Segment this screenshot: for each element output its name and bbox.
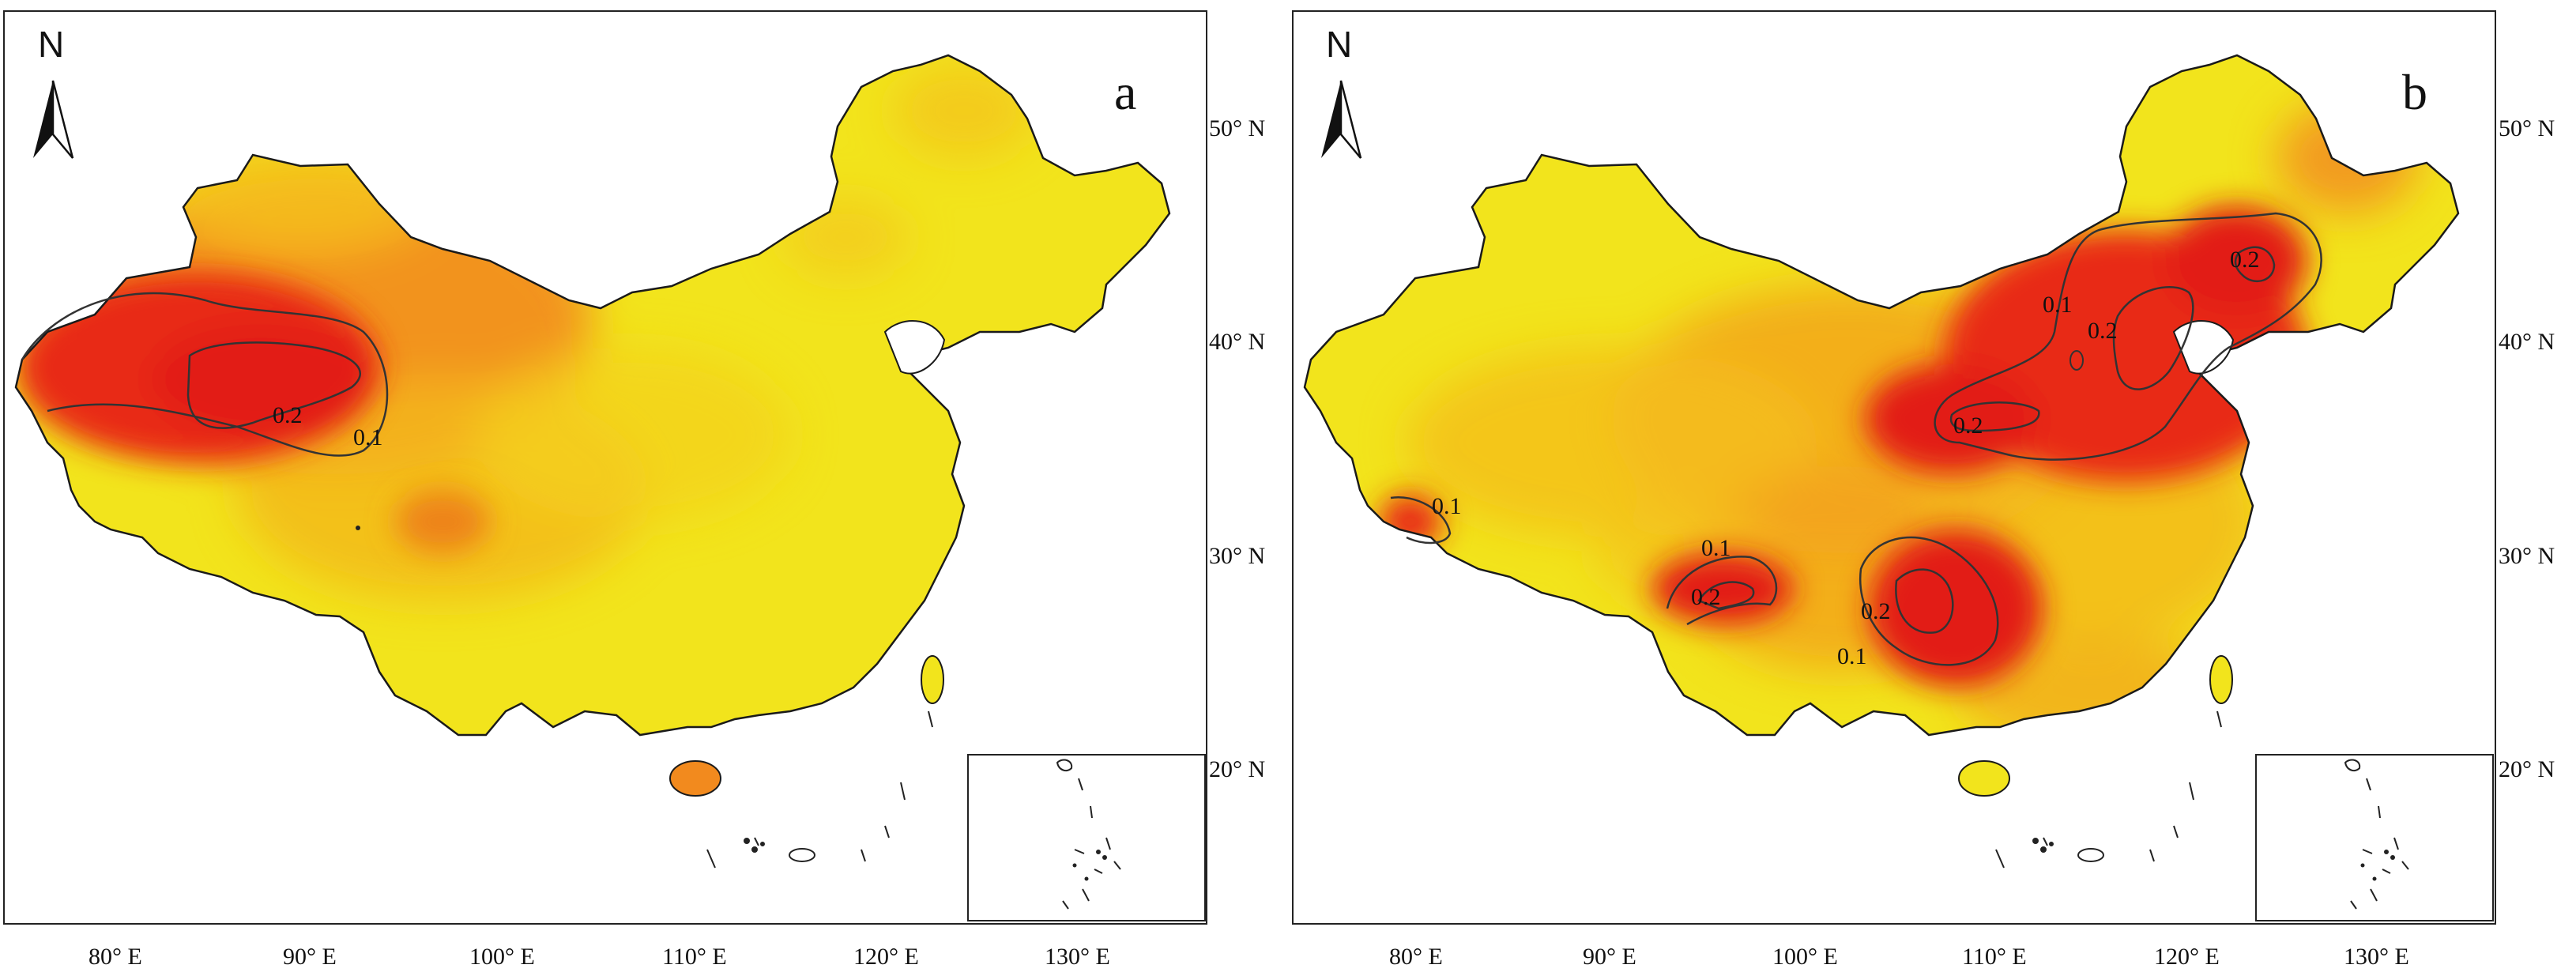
panel-b-contour-0.2-sw <box>1895 568 1954 634</box>
panel-b-contour-label-0.1-north: 0.1 <box>2043 292 2073 318</box>
svg-text:110° E: 110° E <box>1962 944 2027 970</box>
svg-text:50° N: 50° N <box>2499 115 2555 141</box>
panel-a-liaodong-bay <box>883 320 946 375</box>
panel-b-contour-label-0.2-west: 0.2 <box>1953 413 1983 439</box>
panel-b-inset-south-china-sea <box>2255 754 2494 921</box>
panel-b-contour-label-0.2-sw: 0.2 <box>1861 598 1891 624</box>
svg-text:40° N: 40° N <box>1209 329 1265 355</box>
panel-a-contour-label-0.2: 0.2 <box>273 402 303 428</box>
svg-text:120° E: 120° E <box>853 944 919 970</box>
panel-a-lon-ticks: 80° E 90° E 100° E 110° E 120° E 130° E <box>89 944 1110 970</box>
panel-b-contour-label-0.2-tibet: 0.2 <box>1691 584 1721 610</box>
svg-text:30° N: 30° N <box>2499 543 2555 569</box>
svg-text:20° N: 20° N <box>2499 756 2555 782</box>
panel-b-hainan-island <box>1958 760 2010 797</box>
svg-text:40° N: 40° N <box>2499 329 2555 355</box>
panel-a-taiwan-island <box>921 655 944 704</box>
panel-b-contour-0.2-tibet <box>1697 581 1755 610</box>
panel-b-north-arrow-icon: N <box>1321 24 1362 159</box>
panel-a-letter: a <box>1114 64 1136 120</box>
panel-b-lon-ticks: 80° E 90° E 100° E 110° E 120° E 130° E <box>1389 944 2409 970</box>
svg-text:50° N: 50° N <box>1209 115 1265 141</box>
panel-a-hainan-island <box>669 760 721 797</box>
panel-a-inset-south-china-sea <box>967 754 1206 921</box>
panel-b-contour-label-0.1-far-west: 0.1 <box>1432 493 1462 519</box>
panel-a-scs-islands <box>706 710 933 869</box>
svg-text:N: N <box>1326 24 1352 65</box>
panel-a-contour-0.2 <box>186 341 361 429</box>
svg-text:20° N: 20° N <box>1209 756 1265 782</box>
panel-b-taiwan-island <box>2209 655 2233 704</box>
panel-b-letter: b <box>2402 64 2427 120</box>
panel-b-contour-0.1-north <box>1934 212 2322 461</box>
svg-text:30° N: 30° N <box>1209 543 1265 569</box>
panel-b-contour-0.1-far-west <box>1390 496 1452 545</box>
panel-b-contour-0.2-ne <box>2234 246 2276 283</box>
svg-text:80° E: 80° E <box>89 944 142 970</box>
panel-b-contour-label-0.1-tibet: 0.1 <box>1701 535 1731 561</box>
panel-a-lat-ticks: 50° N 40° N 30° N 20° N <box>1209 115 1265 782</box>
panel-b-lat-ticks: 50° N 40° N 30° N 20° N <box>2499 115 2555 782</box>
panel-b-contour-0.2-central <box>2112 286 2194 390</box>
svg-text:100° E: 100° E <box>469 944 535 970</box>
panel-b-contour-0.2-west <box>1949 401 2040 432</box>
panel-b-contour-label-0.2-central: 0.2 <box>2088 318 2118 344</box>
panel-b-contour-small <box>2069 350 2084 371</box>
panel-a-contour-0.1 <box>21 292 389 457</box>
svg-text:90° E: 90° E <box>1583 944 1636 970</box>
panel-a-contour-label-0.1: 0.1 <box>353 424 383 450</box>
svg-text:130° E: 130° E <box>1045 944 1110 970</box>
panel-b-contour-label-0.2-ne: 0.2 <box>2230 247 2260 273</box>
panel-a: 0.2 0.1 N a 80° E 90° E 100° E 110° E <box>3 10 1207 970</box>
panel-a-small-feature <box>356 526 360 530</box>
svg-text:110° E: 110° E <box>662 944 727 970</box>
svg-text:N: N <box>38 24 64 65</box>
panel-a-north-arrow-icon: N <box>33 24 74 159</box>
panel-b-contour-0.1-sw <box>1859 536 1999 666</box>
panel-b: 0.2 0.1 0.2 0.2 0.1 0.1 0.1 0.2 0.2 N b … <box>1292 10 2496 970</box>
svg-text:130° E: 130° E <box>2344 944 2409 970</box>
svg-text:120° E: 120° E <box>2154 944 2220 970</box>
svg-text:100° E: 100° E <box>1772 944 1838 970</box>
svg-text:80° E: 80° E <box>1389 944 1443 970</box>
panel-b-contour-label-0.1-sw: 0.1 <box>1837 643 1867 669</box>
panel-b-scs-islands <box>1995 710 2222 869</box>
svg-text:90° E: 90° E <box>283 944 337 970</box>
